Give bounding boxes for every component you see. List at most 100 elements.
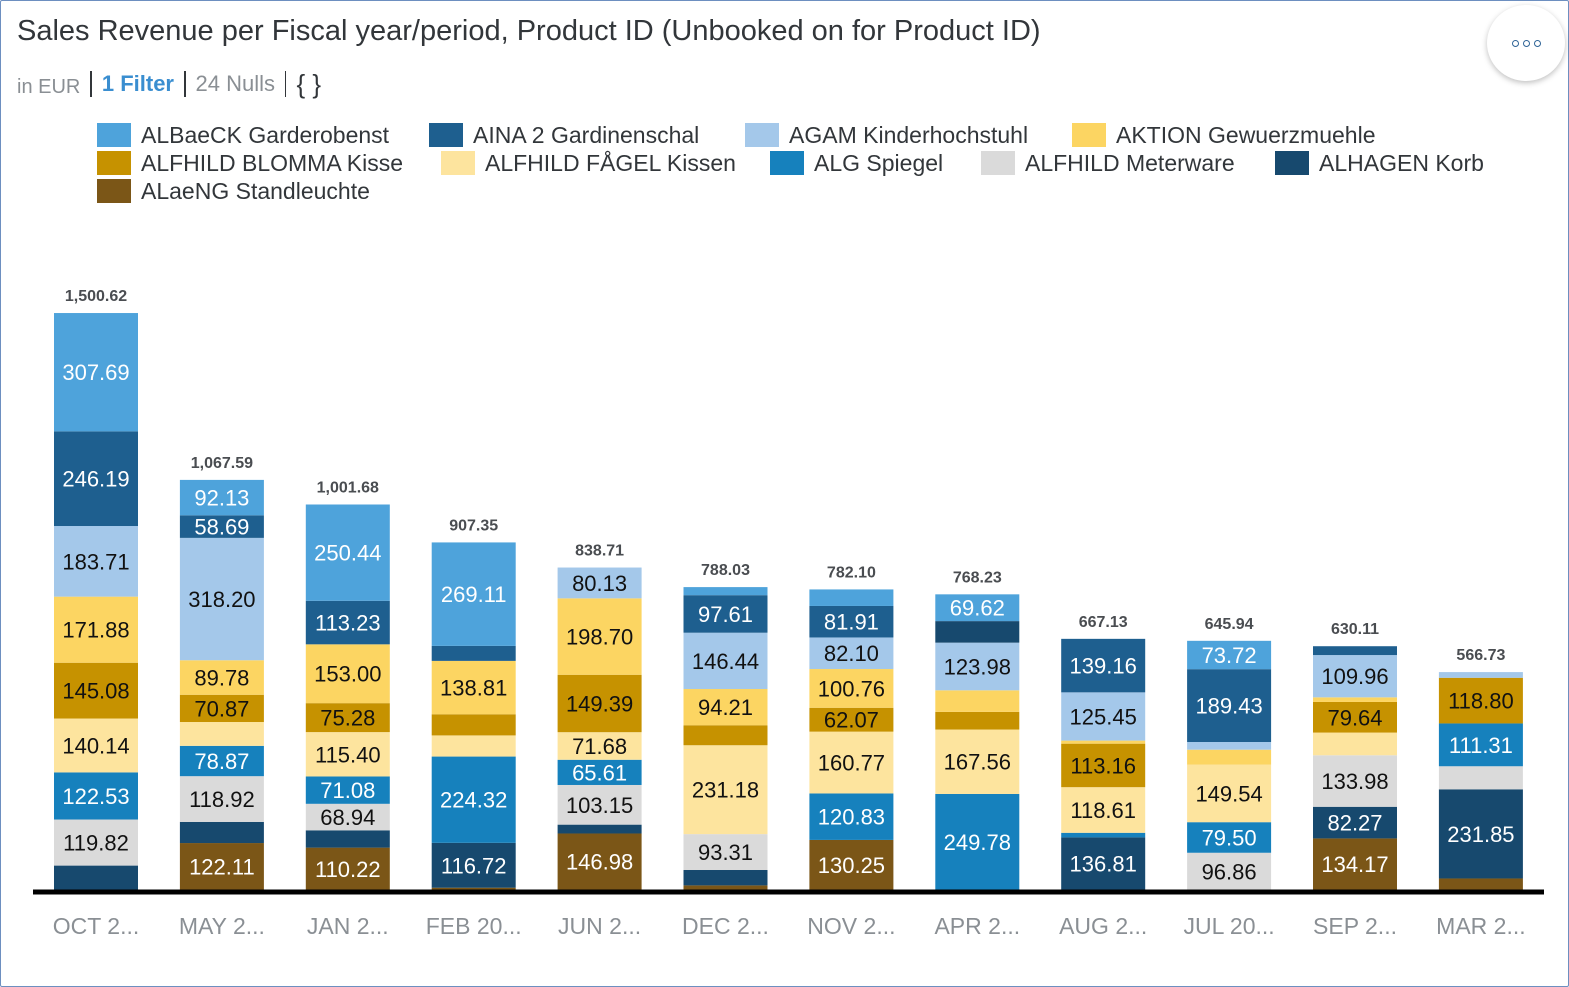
bar-segment[interactable] [1438,766,1523,790]
bar-segment[interactable] [305,776,390,804]
legend-item[interactable]: ALHAGEN Korb [1275,150,1484,176]
bar-segment[interactable] [1313,655,1397,698]
legend-item[interactable]: AKTION Gewuerzmuehle [1072,122,1375,148]
bar-segment[interactable] [1187,764,1272,823]
bar-segment[interactable] [1187,669,1272,743]
bar-segment[interactable] [179,821,264,844]
filter-link[interactable]: 1 Filter [101,71,174,96]
bar-segment[interactable] [683,885,768,890]
bar-segment[interactable] [54,819,138,866]
bar-segment[interactable] [431,645,516,661]
bar-segment[interactable] [54,596,138,663]
bar-segment[interactable] [179,745,264,777]
bar-segment[interactable] [179,694,264,723]
bar-segment[interactable] [1313,697,1397,702]
bar-segment[interactable] [179,722,264,746]
bar-segment[interactable] [431,887,516,890]
bar-segment[interactable] [305,504,390,601]
bar-segment[interactable] [809,669,894,708]
legend-item[interactable]: ALG Spiegel [770,150,943,176]
bar-segment[interactable] [179,776,264,822]
bar-segment[interactable] [54,431,138,527]
bar-segment[interactable] [683,595,768,633]
bar-segment[interactable] [683,725,768,746]
bar-segment[interactable] [1187,640,1272,670]
nulls-indicator[interactable]: 24 Nulls [195,71,275,96]
bar-segment[interactable] [305,644,390,704]
bar-segment[interactable] [431,735,516,757]
bar-segment[interactable] [179,843,264,890]
legend-item[interactable]: ALFHILD BLOMMA Kisse [97,150,403,176]
bar-segment[interactable] [557,824,642,834]
bar-segment[interactable] [179,515,264,538]
bar-segment[interactable] [1313,646,1397,656]
bar-segment[interactable] [557,732,642,760]
legend-item[interactable]: ALBaeCK Garderobenst [97,122,389,148]
bar-segment[interactable] [1187,822,1272,853]
bar-segment[interactable] [305,600,390,645]
legend-item[interactable]: AINA 2 Gardinenschal [429,122,699,148]
bar-segment[interactable] [809,793,894,840]
bar-segment[interactable] [557,759,642,785]
bar-segment[interactable] [1061,837,1146,890]
bar-segment[interactable] [1313,806,1397,839]
legend-item[interactable]: ALFHILD Meterware [981,150,1235,176]
bar-segment[interactable] [179,660,264,695]
bar-segment[interactable] [431,714,516,736]
bar-segment[interactable] [54,772,138,820]
bar-segment[interactable] [935,690,1020,712]
bar-segment[interactable] [305,732,390,777]
bar-stack[interactable]: 122.11 118.92 78.87 70.87 89.78 318.20 58.69 92… [179,479,264,890]
bar-segment[interactable] [557,833,642,890]
bar-segment[interactable] [431,756,516,843]
bar-segment[interactable] [179,479,264,516]
bar-segment[interactable] [683,587,768,596]
bar-segment[interactable] [683,632,768,690]
bar-segment[interactable] [1438,672,1523,678]
bar-stack[interactable]: 130.25 120.83 160.77 62.07 100.76 82.10 81.91 [809,589,894,890]
bar-segment[interactable] [1438,677,1523,724]
bar-segment[interactable] [683,745,768,835]
bar-segment[interactable] [305,803,390,831]
bar-segment[interactable] [54,313,138,432]
bar-segment[interactable] [179,537,264,661]
bar-segment[interactable] [1061,787,1146,833]
bar-segment[interactable] [809,589,894,606]
bar-segment[interactable] [54,865,138,890]
bar-stack[interactable]: 231.85 111.31 118.80 [1438,672,1523,890]
bar-stack[interactable]: 119.82 122.53 140.14 145.08 171.88 183.71 246.… [54,313,138,890]
bar-segment[interactable] [54,662,138,719]
bar-segment[interactable] [683,834,768,871]
bar-segment[interactable] [1061,740,1146,744]
bar-stack[interactable]: 93.31 231.18 94.21 146.44 97.61 [683,587,768,890]
bar-segment[interactable] [1187,852,1272,890]
bar-segment[interactable] [431,660,516,715]
bar-segment[interactable] [1313,701,1397,733]
bar-segment[interactable] [935,711,1020,730]
bar-segment[interactable] [1061,692,1146,741]
bar-segment[interactable] [1313,755,1397,807]
bar-segment[interactable] [557,567,642,599]
bar-segment[interactable] [935,642,1020,691]
bar-segment[interactable] [809,707,894,732]
bar-stack[interactable]: 116.72 224.32 138.81 269.11 [431,542,516,890]
bar-segment[interactable] [935,594,1020,622]
bar-segment[interactable] [1187,749,1272,765]
legend-item[interactable]: ALFHILD FÅGEL Kissen [441,150,736,176]
bar-segment[interactable] [305,703,390,733]
bar-segment[interactable] [54,718,138,773]
bar-segment[interactable] [683,689,768,726]
bar-segment[interactable] [809,731,894,794]
bar-segment[interactable] [935,793,1020,890]
bar-segment[interactable] [809,605,894,638]
more-options-button[interactable] [1487,5,1565,81]
bar-stack[interactable]: 136.81 118.61 113.16 125.45 139.16 [1061,638,1146,890]
bar-stack[interactable]: 134.17 82.27 133.98 79.64 109.96 [1313,646,1397,890]
bar-segment[interactable] [305,847,390,890]
bar-segment[interactable] [1313,838,1397,890]
bar-segment[interactable] [431,542,516,646]
bar-segment[interactable] [1438,878,1523,890]
bar-segment[interactable] [809,637,894,670]
